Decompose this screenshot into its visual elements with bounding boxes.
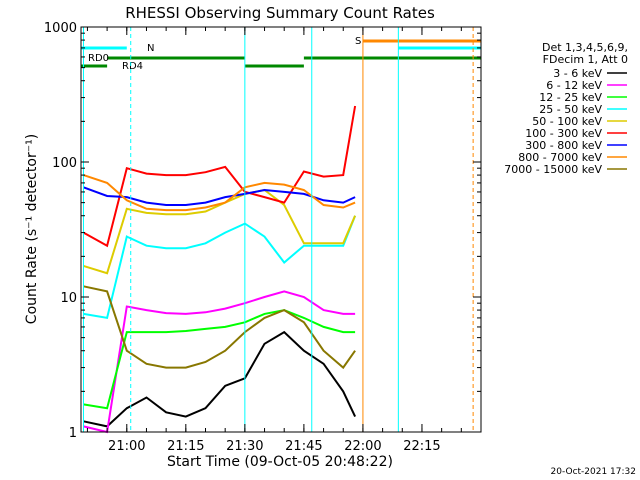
series-line-0: [83, 330, 357, 428]
legend-label-1: 6 - 12 keV: [546, 79, 602, 92]
observing-flags: RD0 RD4 N S: [81, 36, 481, 72]
y-tick-label: 1000: [44, 21, 77, 36]
flag-vertical-lines: [82, 27, 474, 432]
series-line-5: [83, 105, 357, 248]
plot-frame: [80, 26, 482, 433]
series-line-1: [83, 290, 356, 434]
x-tick-label: 21:15: [167, 439, 204, 454]
x-tick-label: 22:15: [403, 439, 440, 454]
flag-label-n: N: [147, 43, 154, 54]
series-line-7: [83, 174, 356, 212]
footer-date: 20-Oct-2021 17:32: [551, 467, 636, 477]
series-line-3: [83, 215, 357, 320]
legend: Det 1,3,4,5,6,9,FDecim 1, Att 03 - 6 keV…: [504, 41, 628, 176]
legend-label-8: 7000 - 15000 keV: [504, 163, 602, 176]
y-tick-label: 1: [69, 426, 77, 441]
x-tick-label: 21:45: [285, 439, 322, 454]
y-tick-label: 10: [60, 291, 77, 306]
series-line-8: [83, 285, 356, 370]
legend-header-line: Det 1,3,4,5,6,9,: [542, 41, 628, 54]
flag-label-rd0: RD0: [88, 53, 109, 64]
legend-label-3: 25 - 50 keV: [539, 103, 602, 116]
series-line-4: [83, 188, 357, 275]
x-tick-label: 21:00: [108, 439, 145, 454]
y-tick-label: 100: [52, 156, 77, 171]
series-layer: [83, 105, 357, 434]
x-axis-label: Start Time (09-Oct-05 20:48:22): [167, 454, 393, 470]
legend-label-4: 50 - 100 keV: [532, 115, 602, 128]
flag-label-s: S: [355, 36, 361, 47]
y-axis-label: Count Rate (s⁻¹ detector⁻¹): [24, 134, 40, 324]
legend-label-0: 3 - 6 keV: [553, 67, 602, 80]
legend-header-line: FDecim 1, Att 0: [543, 53, 628, 66]
chart-title: RHESSI Observing Summary Count Rates: [125, 4, 435, 22]
x-tick-label: 21:30: [226, 439, 263, 454]
legend-label-5: 100 - 300 keV: [525, 127, 602, 140]
legend-label-6: 300 - 800 keV: [525, 139, 602, 152]
series-line-2: [83, 309, 356, 410]
x-tick-label: 22:00: [344, 439, 381, 454]
legend-label-7: 800 - 7000 keV: [518, 151, 602, 164]
series-line-6: [83, 186, 356, 206]
flag-label-rd4: RD4: [122, 61, 143, 72]
legend-label-2: 12 - 25 keV: [539, 91, 602, 104]
axes: 21:00 21:15 21:30 21:45 22:00 22:15 1 10 100 1000: [44, 21, 482, 454]
